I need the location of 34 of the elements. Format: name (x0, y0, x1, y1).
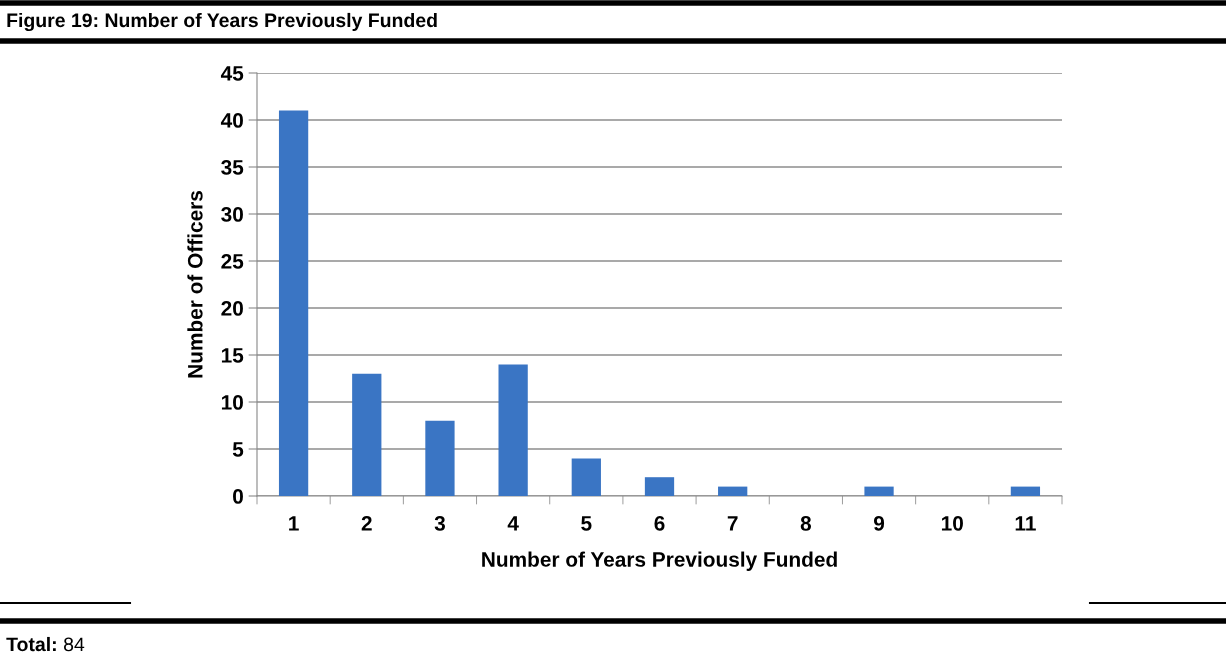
y-tick-label: 30 (221, 207, 243, 222)
x-tick-label: 7 (727, 516, 738, 531)
x-tick-label: 11 (1015, 516, 1036, 531)
bar (571, 458, 601, 496)
x-tick-label: 8 (800, 515, 812, 531)
bar (644, 477, 675, 496)
y-tick-label: 35 (221, 160, 244, 175)
y-tick-label: 15 (221, 348, 244, 363)
x-tick-label: 6 (654, 515, 665, 531)
x-tick-label: 1 (289, 516, 299, 531)
x-tick-label: 5 (581, 516, 592, 531)
x-tick-label: 4 (507, 516, 519, 531)
x-tick-label: 3 (434, 515, 445, 531)
y-tick-label: 5 (232, 442, 244, 457)
bar (278, 110, 309, 496)
y-tick-label: 20 (221, 301, 243, 316)
x-tick-label: 10 (941, 515, 963, 531)
y-axis-title: Number of Officers (187, 191, 203, 378)
bar (425, 420, 455, 496)
bar (498, 364, 528, 496)
x-axis-title: Number of Years Previously Funded (482, 551, 837, 571)
x-tick-label: 9 (873, 515, 885, 531)
bar (718, 486, 748, 496)
y-tick-label: 40 (220, 113, 243, 128)
text: Total: 84 (6, 636, 85, 652)
y-tick-label: 45 (220, 66, 244, 81)
bar (352, 373, 382, 496)
x-tick-label: 2 (361, 515, 372, 531)
bar (864, 486, 894, 496)
y-tick-label: 10 (221, 395, 243, 410)
bar (1010, 486, 1041, 496)
y-tick-label: 0 (233, 489, 243, 504)
chart-title: Figure 19: Number of Years Previously Funded (7, 12, 437, 32)
y-tick-label: 25 (221, 254, 244, 269)
